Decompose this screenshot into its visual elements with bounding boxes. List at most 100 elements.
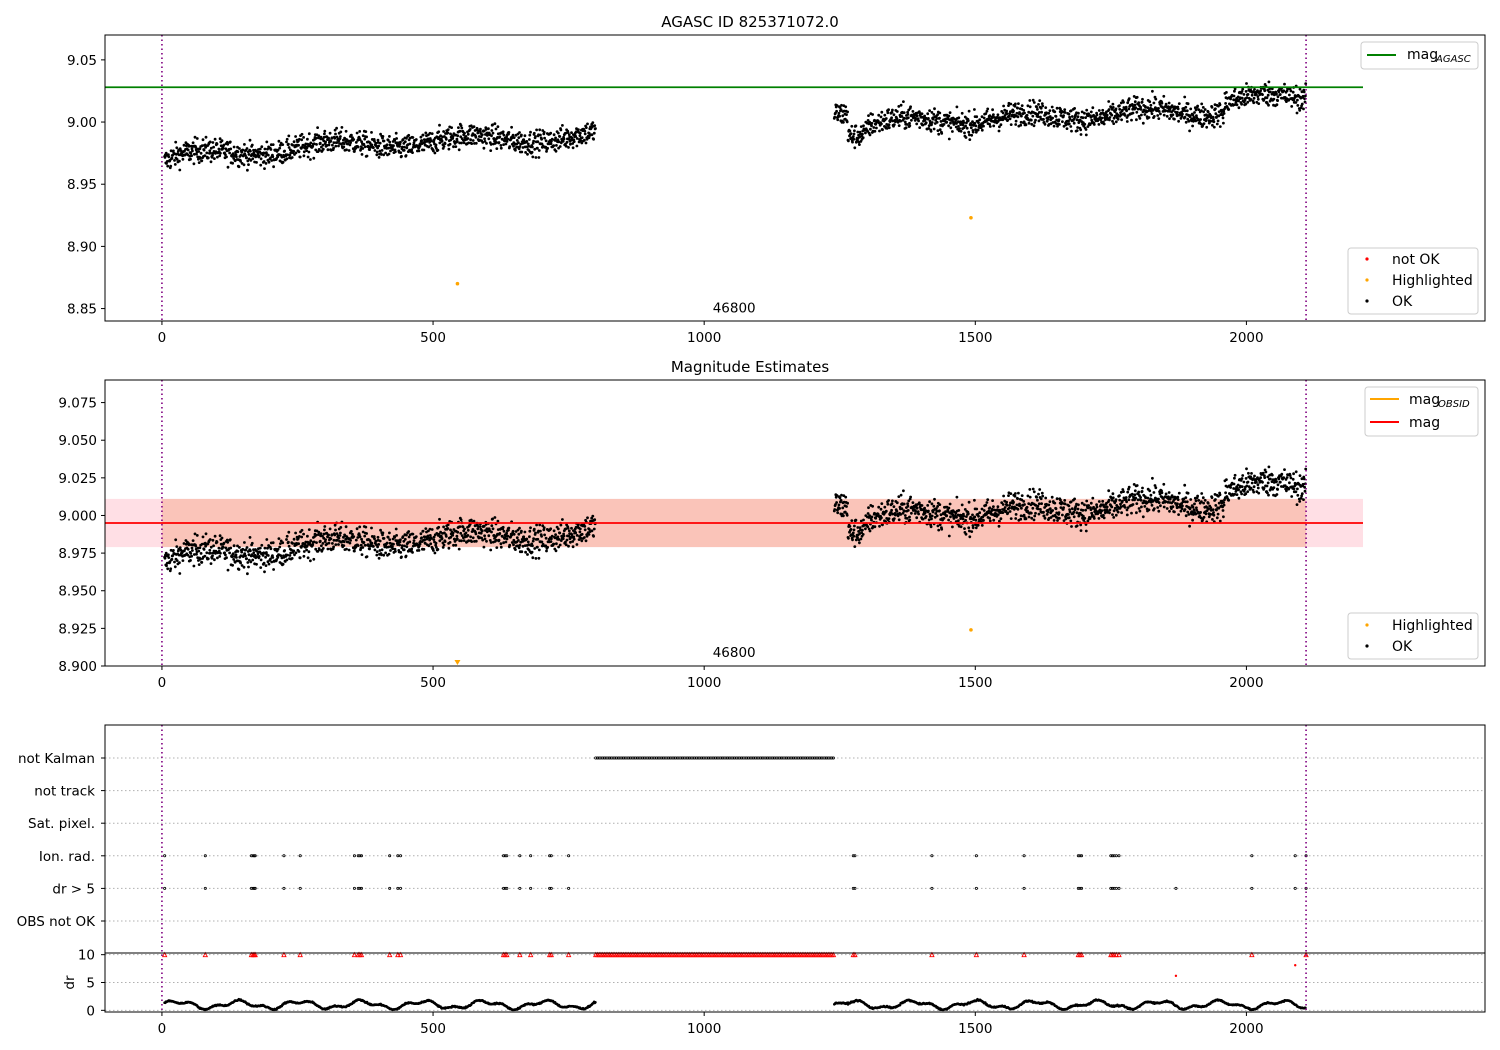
ok-point — [321, 143, 325, 147]
ok-point — [914, 509, 917, 513]
flag-row-label: not Kalman — [18, 751, 95, 767]
ok-point — [296, 537, 300, 540]
ok-point — [1244, 492, 1248, 496]
ok-point — [978, 118, 982, 122]
flag-marker — [790, 756, 794, 760]
flag-marker — [696, 756, 700, 760]
ok-point — [929, 525, 933, 529]
ok-point — [322, 532, 326, 536]
ok-point — [1162, 113, 1166, 117]
ok-point — [1089, 110, 1093, 114]
ok-point — [1171, 495, 1174, 499]
ok-point — [841, 506, 845, 510]
ok-point — [937, 132, 941, 136]
ok-point — [259, 163, 263, 167]
ok-point — [1272, 486, 1276, 490]
ok-point — [1034, 511, 1037, 515]
ok-point — [1177, 491, 1181, 495]
ok-point — [417, 549, 421, 552]
ok-point — [1183, 95, 1187, 99]
ok-point — [1107, 489, 1111, 493]
ok-point — [355, 527, 359, 531]
flag-marker — [788, 756, 792, 760]
ok-point — [571, 540, 575, 543]
ok-point — [342, 142, 346, 146]
ok-point — [570, 533, 574, 537]
ok-point — [1010, 113, 1014, 117]
flag-marker — [769, 756, 773, 760]
ok-point — [375, 153, 379, 157]
ok-point — [1149, 493, 1153, 497]
ok-point — [1194, 108, 1198, 112]
ok-point — [277, 537, 281, 540]
ok-point — [997, 524, 1001, 528]
ok-point — [935, 120, 939, 124]
ok-point — [443, 540, 447, 543]
ok-point — [209, 562, 213, 565]
ok-point — [292, 537, 296, 541]
ok-point — [1263, 468, 1267, 472]
ok-point — [988, 122, 991, 126]
ok-point — [326, 547, 330, 551]
ok-point — [1218, 519, 1222, 523]
ok-point — [985, 513, 988, 516]
ok-point — [260, 543, 264, 547]
ok-point — [246, 159, 250, 163]
ok-point — [539, 529, 542, 533]
ok-point — [569, 142, 572, 146]
ok-point — [448, 142, 452, 146]
flag-marker — [609, 756, 613, 760]
ok-point — [471, 139, 475, 142]
ok-point — [420, 139, 423, 142]
ok-point — [337, 144, 340, 148]
ok-point — [333, 128, 337, 132]
ok-point — [399, 551, 403, 554]
ok-point — [380, 548, 384, 552]
ok-point — [438, 517, 441, 521]
ok-point — [930, 514, 934, 518]
ok-point — [545, 150, 548, 153]
ok-point — [200, 561, 204, 564]
ok-point — [484, 127, 488, 131]
ok-point — [1162, 505, 1166, 509]
ok-point — [294, 151, 298, 155]
flag-marker — [602, 756, 606, 760]
ok-point — [887, 126, 891, 130]
ok-point — [1301, 482, 1305, 486]
ok-point — [930, 123, 933, 127]
ok-point — [262, 561, 266, 565]
ok-point — [1255, 93, 1258, 96]
ok-point — [515, 139, 519, 142]
ok-point — [1014, 102, 1017, 106]
ok-point — [502, 133, 506, 137]
ok-point — [279, 542, 282, 545]
ok-point — [1168, 509, 1171, 513]
ok-point — [225, 155, 228, 159]
ok-point — [1088, 517, 1092, 520]
ok-point — [220, 536, 224, 540]
ok-point — [531, 155, 535, 159]
flag-marker — [816, 756, 820, 760]
ok-point — [373, 139, 376, 143]
ok-point — [191, 149, 194, 153]
flag-marker — [599, 756, 603, 760]
ok-point — [195, 152, 198, 156]
ok-point — [307, 150, 311, 154]
ok-point — [554, 136, 557, 140]
ok-point — [307, 132, 311, 136]
ok-point — [1157, 501, 1161, 504]
ok-point — [930, 517, 933, 521]
ok-point — [544, 544, 548, 548]
flag-marker — [797, 756, 801, 760]
ok-point — [866, 525, 870, 529]
ok-point — [1188, 506, 1192, 510]
ok-point — [186, 553, 190, 557]
ok-point — [833, 508, 837, 511]
ok-point — [585, 534, 589, 538]
legend-label: mag — [1407, 47, 1438, 63]
y-tick-label: 9.000 — [58, 508, 97, 524]
ok-point — [938, 503, 942, 506]
ok-point — [175, 158, 179, 161]
ok-point — [1250, 93, 1254, 97]
